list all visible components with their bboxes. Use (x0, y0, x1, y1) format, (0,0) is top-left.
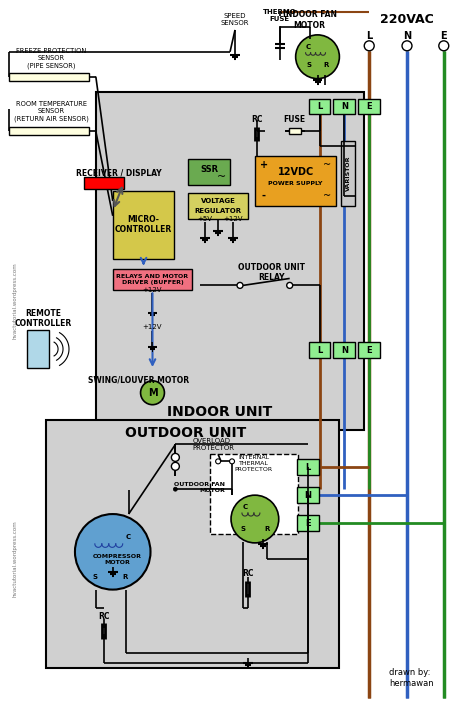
Text: VOLTAGE: VOLTAGE (201, 198, 236, 204)
Circle shape (231, 495, 279, 543)
Text: hvactutorial.wordpress.com: hvactutorial.wordpress.com (13, 520, 18, 597)
Text: THERMO
FUSE: THERMO FUSE (263, 9, 297, 23)
Text: S: S (92, 573, 97, 580)
Text: L: L (317, 346, 322, 354)
FancyBboxPatch shape (84, 177, 124, 189)
Text: RC: RC (251, 115, 263, 124)
Text: INTERNAL
THERMAL
PROTECTOR: INTERNAL THERMAL PROTECTOR (235, 455, 273, 472)
Text: OUTDOOR FAN
MOTOR: OUTDOOR FAN MOTOR (174, 481, 225, 493)
Text: drawn by:
hermawan: drawn by: hermawan (389, 668, 434, 688)
Text: SSR: SSR (200, 165, 218, 174)
Text: L: L (305, 463, 310, 472)
FancyBboxPatch shape (9, 127, 89, 135)
Text: C: C (306, 44, 311, 49)
Text: RELAYS AND MOTOR
DRIVER (BUFFER): RELAYS AND MOTOR DRIVER (BUFFER) (117, 274, 189, 285)
Text: E: E (305, 518, 310, 527)
Text: COMPRESSOR
MOTOR: COMPRESSOR MOTOR (93, 554, 142, 565)
Text: C: C (242, 504, 247, 510)
Text: 220VAC: 220VAC (380, 13, 434, 26)
Text: SPEED
SENSOR: SPEED SENSOR (221, 13, 249, 26)
Text: REGULATOR: REGULATOR (194, 208, 242, 214)
Text: L: L (366, 31, 373, 41)
Text: hvactutorial.wordpress.com: hvactutorial.wordpress.com (13, 262, 18, 339)
Circle shape (402, 41, 412, 51)
FancyBboxPatch shape (255, 156, 337, 206)
Text: N: N (341, 346, 348, 354)
Text: R: R (324, 62, 329, 68)
FancyBboxPatch shape (46, 420, 339, 668)
Circle shape (75, 514, 151, 590)
Circle shape (296, 35, 339, 78)
FancyBboxPatch shape (309, 342, 330, 358)
Text: C: C (126, 534, 131, 540)
Text: ~: ~ (323, 160, 331, 170)
Text: ~: ~ (217, 172, 226, 182)
FancyBboxPatch shape (358, 342, 380, 358)
Text: INDOOR UNIT: INDOOR UNIT (167, 404, 273, 419)
FancyBboxPatch shape (188, 193, 248, 218)
Text: N: N (304, 491, 311, 500)
Text: ROOM TEMPERATURE
SENSOR
(RETURN AIR SENSOR): ROOM TEMPERATURE SENSOR (RETURN AIR SENS… (14, 101, 89, 122)
Text: RC: RC (98, 612, 109, 621)
FancyBboxPatch shape (289, 129, 301, 134)
Text: L: L (317, 102, 322, 111)
Text: R: R (122, 573, 128, 580)
Text: +5V: +5V (198, 216, 213, 222)
Circle shape (439, 41, 449, 51)
Circle shape (173, 487, 177, 491)
Text: REMOTE
CONTROLLER: REMOTE CONTROLLER (15, 308, 72, 328)
FancyBboxPatch shape (309, 98, 330, 115)
FancyBboxPatch shape (27, 330, 49, 368)
Text: E: E (440, 31, 447, 41)
FancyBboxPatch shape (341, 141, 356, 206)
FancyBboxPatch shape (188, 159, 230, 185)
Circle shape (364, 41, 374, 51)
Text: POWER SUPPLY: POWER SUPPLY (268, 182, 323, 187)
FancyBboxPatch shape (333, 342, 356, 358)
Text: S: S (306, 62, 311, 68)
Text: RECEIVER / DISPLAY: RECEIVER / DISPLAY (76, 168, 162, 177)
Text: S: S (240, 526, 246, 532)
Text: N: N (403, 31, 411, 41)
Text: FUSE: FUSE (283, 115, 306, 124)
Text: ~: ~ (323, 191, 331, 201)
Circle shape (229, 459, 235, 464)
Text: FREEZE PROTECTION
SENSOR
(PIPE SENSOR): FREEZE PROTECTION SENSOR (PIPE SENSOR) (16, 49, 86, 69)
Circle shape (216, 459, 220, 464)
Text: +12V: +12V (223, 216, 243, 222)
Text: SWING/LOUVER MOTOR: SWING/LOUVER MOTOR (88, 375, 189, 385)
Circle shape (172, 462, 179, 470)
FancyBboxPatch shape (297, 460, 319, 475)
Circle shape (172, 453, 179, 462)
FancyBboxPatch shape (210, 455, 298, 534)
FancyBboxPatch shape (297, 487, 319, 503)
Circle shape (287, 282, 292, 288)
Circle shape (237, 282, 243, 288)
FancyBboxPatch shape (113, 269, 192, 291)
Text: VARISTOR: VARISTOR (346, 156, 351, 191)
Text: E: E (366, 346, 372, 354)
Circle shape (141, 381, 164, 404)
Text: OUTDOOR UNIT: OUTDOOR UNIT (125, 426, 246, 440)
Text: R: R (264, 526, 270, 532)
Text: INDOOR FAN
MOTOR: INDOOR FAN MOTOR (283, 11, 337, 30)
Text: E: E (366, 102, 372, 111)
Text: +12V: +12V (143, 324, 162, 330)
FancyBboxPatch shape (9, 73, 89, 81)
FancyBboxPatch shape (96, 91, 364, 430)
Text: OVERLOAD
PROTECTOR: OVERLOAD PROTECTOR (192, 438, 234, 451)
Text: M: M (148, 387, 157, 398)
Text: RC: RC (242, 569, 254, 578)
Text: +: + (260, 160, 268, 170)
FancyBboxPatch shape (113, 191, 174, 259)
Text: 12VDC: 12VDC (278, 167, 314, 177)
Text: +12V: +12V (143, 287, 162, 293)
Text: N: N (341, 102, 348, 111)
FancyBboxPatch shape (333, 98, 356, 115)
FancyBboxPatch shape (297, 515, 319, 531)
Text: OUTDOOR UNIT
RELAY: OUTDOOR UNIT RELAY (238, 263, 305, 282)
FancyBboxPatch shape (358, 98, 380, 115)
Text: MICRO-
CONTROLLER: MICRO- CONTROLLER (115, 215, 172, 235)
Text: -: - (262, 191, 266, 201)
